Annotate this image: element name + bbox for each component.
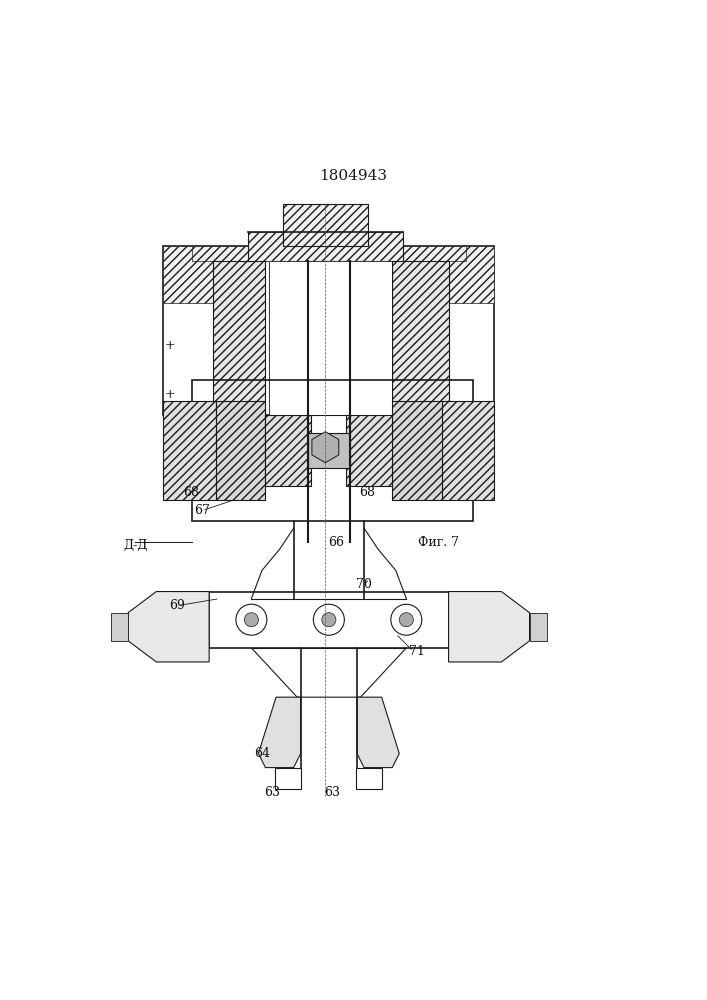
Bar	[269, 261, 392, 415]
Text: 64: 64	[254, 747, 270, 760]
Bar	[442, 401, 494, 500]
Bar	[274, 768, 301, 789]
Bar	[356, 768, 382, 789]
Circle shape	[399, 613, 414, 627]
Polygon shape	[530, 613, 547, 641]
Bar	[392, 401, 442, 500]
Polygon shape	[110, 613, 128, 641]
Text: Д-Д: Д-Д	[123, 539, 147, 552]
Bar	[269, 261, 392, 415]
Polygon shape	[128, 592, 209, 662]
Bar	[192, 246, 290, 261]
Polygon shape	[357, 697, 399, 768]
Text: 66: 66	[328, 536, 344, 549]
Text: 71: 71	[409, 645, 425, 658]
Bar	[392, 401, 442, 500]
Bar	[163, 401, 216, 500]
Bar	[442, 401, 494, 500]
Bar	[283, 204, 368, 246]
Text: 68: 68	[360, 486, 375, 499]
Bar	[213, 261, 265, 415]
Bar	[163, 246, 494, 415]
Bar	[216, 401, 265, 500]
Text: 1804943: 1804943	[320, 169, 387, 183]
Bar	[163, 401, 216, 500]
Bar	[346, 415, 392, 486]
Bar	[283, 204, 368, 246]
Bar	[392, 261, 448, 415]
Bar	[265, 415, 311, 486]
Bar	[248, 232, 403, 261]
Bar	[346, 415, 392, 486]
Bar	[368, 246, 466, 261]
Bar	[410, 246, 494, 303]
Text: Фиг. 7: Фиг. 7	[418, 536, 459, 549]
Text: 70: 70	[356, 578, 372, 591]
Text: 68: 68	[184, 486, 199, 499]
Bar	[163, 246, 234, 303]
Bar	[216, 401, 265, 500]
Text: 63: 63	[264, 786, 281, 799]
Text: +: +	[165, 339, 176, 352]
Bar	[392, 261, 448, 415]
Circle shape	[245, 613, 259, 627]
Bar	[192, 380, 473, 521]
Polygon shape	[448, 592, 530, 662]
Bar	[213, 261, 265, 415]
Bar	[265, 415, 311, 486]
Bar	[269, 261, 392, 415]
Polygon shape	[259, 697, 300, 768]
Text: 63: 63	[325, 786, 340, 799]
Text: 69: 69	[170, 599, 185, 612]
Bar	[209, 592, 448, 648]
Text: 67: 67	[194, 504, 210, 517]
Circle shape	[322, 613, 336, 627]
Bar	[308, 433, 350, 468]
Text: +: +	[165, 388, 176, 401]
Polygon shape	[312, 432, 339, 463]
